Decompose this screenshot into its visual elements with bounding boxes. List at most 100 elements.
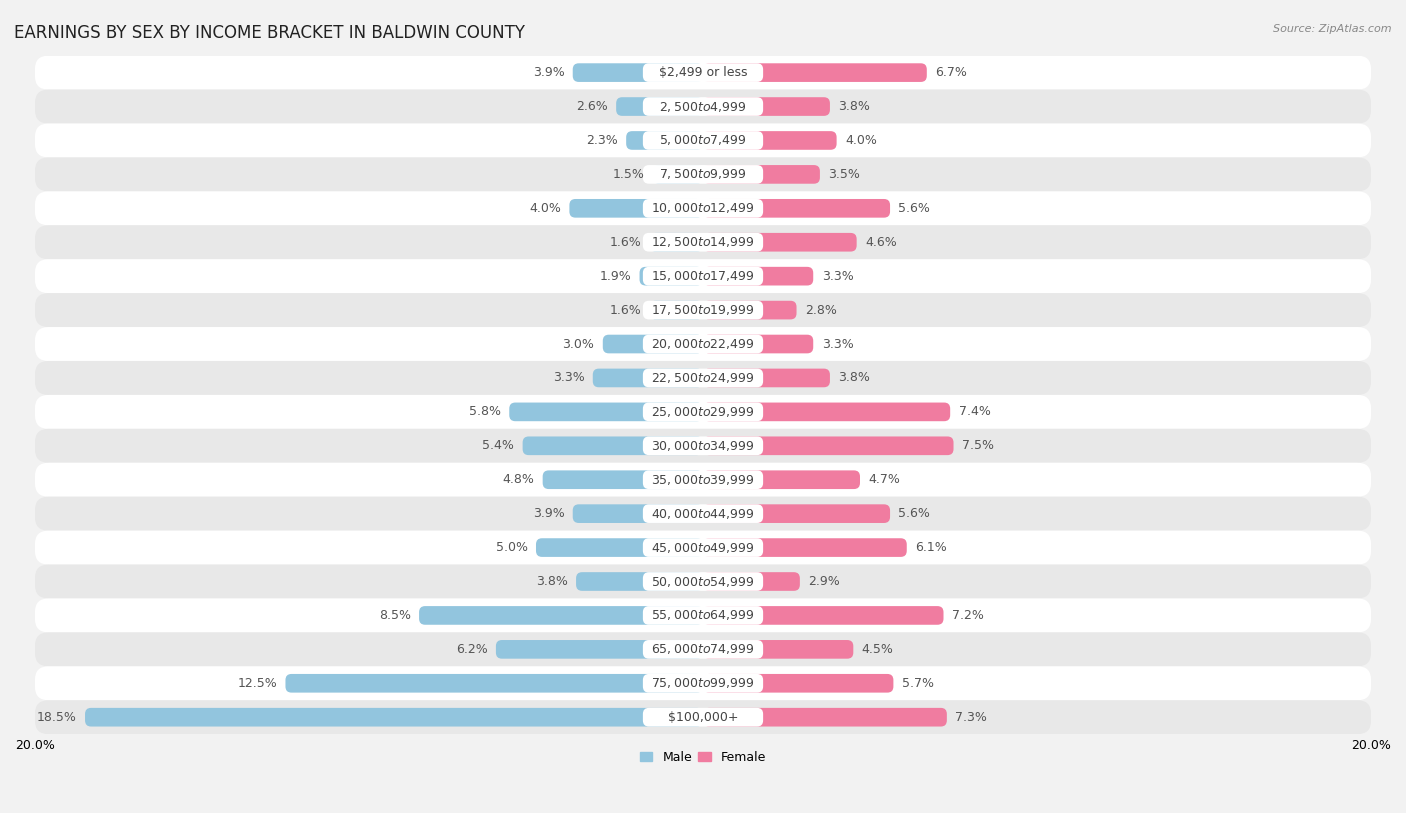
Text: 5.7%: 5.7%	[901, 676, 934, 689]
FancyBboxPatch shape	[643, 301, 763, 320]
FancyBboxPatch shape	[703, 267, 813, 285]
Text: 7.4%: 7.4%	[959, 406, 990, 419]
Text: $50,000 to $54,999: $50,000 to $54,999	[651, 575, 755, 589]
Text: 2.8%: 2.8%	[804, 303, 837, 316]
FancyBboxPatch shape	[703, 504, 890, 523]
FancyBboxPatch shape	[616, 98, 703, 116]
Text: 4.5%: 4.5%	[862, 643, 894, 656]
FancyBboxPatch shape	[640, 267, 703, 285]
Text: $17,500 to $19,999: $17,500 to $19,999	[651, 303, 755, 317]
FancyBboxPatch shape	[643, 402, 763, 421]
FancyBboxPatch shape	[703, 708, 946, 727]
FancyBboxPatch shape	[35, 463, 1371, 497]
Text: 12.5%: 12.5%	[238, 676, 277, 689]
Text: 5.0%: 5.0%	[496, 541, 527, 554]
Text: $10,000 to $12,499: $10,000 to $12,499	[651, 202, 755, 215]
FancyBboxPatch shape	[35, 395, 1371, 428]
FancyBboxPatch shape	[536, 538, 703, 557]
FancyBboxPatch shape	[703, 368, 830, 387]
Text: 1.6%: 1.6%	[609, 303, 641, 316]
Text: Source: ZipAtlas.com: Source: ZipAtlas.com	[1274, 24, 1392, 34]
Text: 7.5%: 7.5%	[962, 439, 994, 452]
FancyBboxPatch shape	[643, 233, 763, 251]
FancyBboxPatch shape	[650, 301, 703, 320]
FancyBboxPatch shape	[569, 199, 703, 218]
FancyBboxPatch shape	[35, 55, 1371, 89]
FancyBboxPatch shape	[35, 293, 1371, 327]
FancyBboxPatch shape	[703, 572, 800, 591]
Text: 1.9%: 1.9%	[599, 270, 631, 283]
Text: 2.9%: 2.9%	[808, 575, 839, 588]
FancyBboxPatch shape	[643, 606, 763, 624]
Text: $2,499 or less: $2,499 or less	[659, 66, 747, 79]
Text: 6.2%: 6.2%	[456, 643, 488, 656]
FancyBboxPatch shape	[643, 63, 763, 82]
FancyBboxPatch shape	[650, 233, 703, 251]
FancyBboxPatch shape	[419, 606, 703, 624]
FancyBboxPatch shape	[523, 437, 703, 455]
Text: 5.6%: 5.6%	[898, 202, 931, 215]
Text: 3.9%: 3.9%	[533, 507, 564, 520]
FancyBboxPatch shape	[35, 191, 1371, 225]
FancyBboxPatch shape	[35, 158, 1371, 191]
Text: 3.3%: 3.3%	[821, 270, 853, 283]
Text: 4.0%: 4.0%	[529, 202, 561, 215]
FancyBboxPatch shape	[35, 531, 1371, 564]
Text: $5,000 to $7,499: $5,000 to $7,499	[659, 133, 747, 147]
FancyBboxPatch shape	[643, 199, 763, 218]
FancyBboxPatch shape	[572, 504, 703, 523]
FancyBboxPatch shape	[643, 98, 763, 116]
Text: $20,000 to $22,499: $20,000 to $22,499	[651, 337, 755, 351]
FancyBboxPatch shape	[593, 368, 703, 387]
FancyBboxPatch shape	[703, 98, 830, 116]
FancyBboxPatch shape	[643, 267, 763, 285]
FancyBboxPatch shape	[703, 335, 813, 354]
FancyBboxPatch shape	[576, 572, 703, 591]
FancyBboxPatch shape	[703, 301, 797, 320]
Text: 3.3%: 3.3%	[821, 337, 853, 350]
Text: 3.8%: 3.8%	[838, 372, 870, 385]
FancyBboxPatch shape	[703, 199, 890, 218]
FancyBboxPatch shape	[643, 538, 763, 557]
FancyBboxPatch shape	[35, 124, 1371, 158]
Text: $12,500 to $14,999: $12,500 to $14,999	[651, 235, 755, 250]
FancyBboxPatch shape	[35, 225, 1371, 259]
FancyBboxPatch shape	[643, 131, 763, 150]
FancyBboxPatch shape	[572, 63, 703, 82]
Text: 7.3%: 7.3%	[955, 711, 987, 724]
Text: $30,000 to $34,999: $30,000 to $34,999	[651, 439, 755, 453]
FancyBboxPatch shape	[643, 368, 763, 387]
FancyBboxPatch shape	[703, 402, 950, 421]
Text: $15,000 to $17,499: $15,000 to $17,499	[651, 269, 755, 283]
Text: 1.6%: 1.6%	[609, 236, 641, 249]
Text: 5.4%: 5.4%	[482, 439, 515, 452]
Text: $100,000+: $100,000+	[668, 711, 738, 724]
Text: $40,000 to $44,999: $40,000 to $44,999	[651, 506, 755, 520]
Text: EARNINGS BY SEX BY INCOME BRACKET IN BALDWIN COUNTY: EARNINGS BY SEX BY INCOME BRACKET IN BAL…	[14, 24, 524, 42]
Text: 2.6%: 2.6%	[576, 100, 607, 113]
FancyBboxPatch shape	[643, 335, 763, 354]
FancyBboxPatch shape	[703, 538, 907, 557]
Text: $22,500 to $24,999: $22,500 to $24,999	[651, 371, 755, 385]
Legend: Male, Female: Male, Female	[636, 746, 770, 768]
Text: 4.7%: 4.7%	[869, 473, 900, 486]
FancyBboxPatch shape	[35, 700, 1371, 734]
Text: 5.6%: 5.6%	[898, 507, 931, 520]
FancyBboxPatch shape	[643, 572, 763, 591]
FancyBboxPatch shape	[643, 504, 763, 523]
FancyBboxPatch shape	[35, 497, 1371, 531]
Text: $2,500 to $4,999: $2,500 to $4,999	[659, 99, 747, 114]
Text: 4.6%: 4.6%	[865, 236, 897, 249]
FancyBboxPatch shape	[35, 667, 1371, 700]
Text: 4.8%: 4.8%	[502, 473, 534, 486]
FancyBboxPatch shape	[703, 63, 927, 82]
FancyBboxPatch shape	[643, 165, 763, 184]
FancyBboxPatch shape	[35, 89, 1371, 124]
FancyBboxPatch shape	[496, 640, 703, 659]
Text: $35,000 to $39,999: $35,000 to $39,999	[651, 472, 755, 487]
FancyBboxPatch shape	[35, 428, 1371, 463]
Text: $65,000 to $74,999: $65,000 to $74,999	[651, 642, 755, 656]
Text: $75,000 to $99,999: $75,000 to $99,999	[651, 676, 755, 690]
FancyBboxPatch shape	[703, 437, 953, 455]
Text: 2.3%: 2.3%	[586, 134, 617, 147]
